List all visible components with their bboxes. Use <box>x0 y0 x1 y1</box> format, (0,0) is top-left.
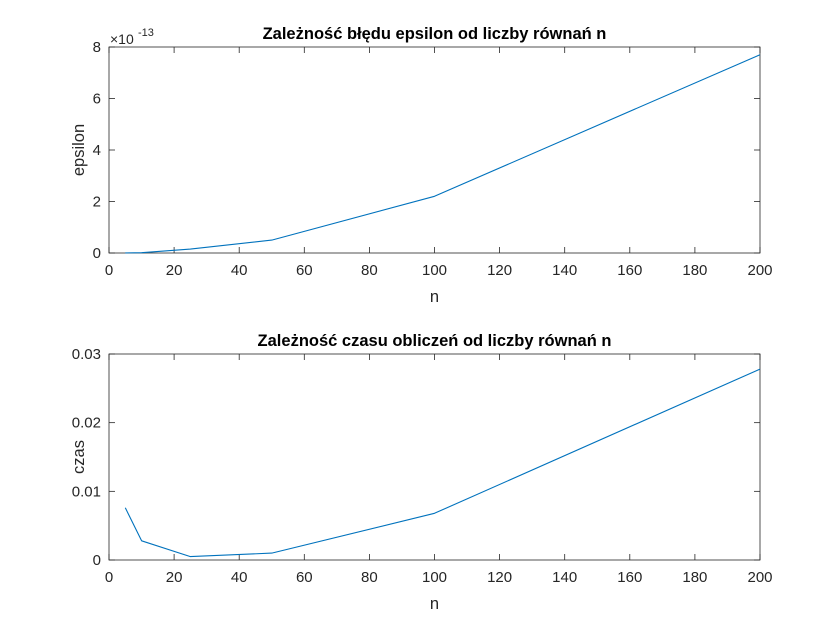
epsilon-y-exponent-base: ×10 <box>110 31 134 47</box>
czas-x-tick-label: 120 <box>487 569 512 586</box>
epsilon-y-axis-label: epsilon <box>70 124 88 176</box>
epsilon-data-point <box>271 240 272 241</box>
czas-data-point <box>190 556 191 557</box>
czas-data-point <box>434 513 435 514</box>
epsilon-data-point <box>759 54 760 55</box>
epsilon-x-tick-label: 160 <box>617 262 642 279</box>
epsilon-data-point <box>141 252 142 253</box>
czas-x-tick-label: 0 <box>105 569 113 586</box>
czas-data-point <box>271 553 272 554</box>
epsilon-y-tick-label: 0 <box>93 245 101 262</box>
epsilon-x-tick-label: 0 <box>105 262 113 279</box>
czas-y-tick-label: 0.02 <box>72 415 101 432</box>
czas-x-tick-label: 40 <box>231 569 248 586</box>
epsilon-y-tick-label: 4 <box>93 142 101 159</box>
czas-x-tick-label: 160 <box>617 569 642 586</box>
epsilon-x-tick-label: 60 <box>296 262 313 279</box>
czas-series-line <box>124 368 761 558</box>
epsilon-x-tick-label: 80 <box>361 262 378 279</box>
epsilon-data-point <box>190 249 191 250</box>
czas-data-point <box>141 540 142 541</box>
chart-epsilon: 0 20 40 60 80 100 120 140 160 180 200 0 2 4 6 8 Zależnoś… <box>70 25 773 306</box>
czas-y-axis-label: czas <box>70 440 88 474</box>
epsilon-y-tick-label: 6 <box>93 91 101 108</box>
czas-data-point <box>759 369 760 370</box>
czas-y-tick-label: 0.03 <box>72 346 101 363</box>
czas-x-tick-label: 20 <box>166 569 183 586</box>
czas-chart-title: Zależność czasu obliczeń od liczby równa… <box>258 332 612 350</box>
czas-y-tick-label: 0.01 <box>72 483 101 500</box>
epsilon-y-tick-label: 2 <box>93 194 101 211</box>
epsilon-data-point <box>125 252 126 253</box>
czas-x-axis-label: n <box>430 595 439 613</box>
czas-x-tick-label: 60 <box>296 569 313 586</box>
epsilon-x-axis-label: n <box>430 288 439 306</box>
epsilon-chart-title: Zależność błędu epsilon od liczby równań… <box>263 25 607 43</box>
epsilon-y-exponent-power: -13 <box>138 27 154 39</box>
czas-data-point <box>125 507 126 508</box>
czas-x-tick-label: 140 <box>552 569 577 586</box>
czas-x-tick-label: 200 <box>747 569 772 586</box>
epsilon-x-tick-label: 100 <box>422 262 447 279</box>
epsilon-x-tick-label: 20 <box>166 262 183 279</box>
epsilon-x-tick-label: 200 <box>747 262 772 279</box>
czas-y-tick-label: 0 <box>93 552 101 569</box>
epsilon-x-tick-label: 140 <box>552 262 577 279</box>
czas-x-tick-label: 180 <box>682 569 707 586</box>
czas-x-tick-label: 80 <box>361 569 378 586</box>
epsilon-x-tick-label: 180 <box>682 262 707 279</box>
epsilon-x-tick-label: 40 <box>231 262 248 279</box>
epsilon-series-line <box>125 54 761 254</box>
czas-axes-box <box>108 353 761 561</box>
epsilon-axes-box <box>108 46 761 254</box>
czas-x-tick-label: 100 <box>422 569 447 586</box>
epsilon-y-tick-label: 8 <box>93 39 101 56</box>
epsilon-x-tick-label: 120 <box>487 262 512 279</box>
chart-czas: 0 20 40 60 80 100 120 140 160 180 200 0 0.01 0.02 0.03… <box>70 332 773 613</box>
epsilon-data-point <box>434 196 435 197</box>
